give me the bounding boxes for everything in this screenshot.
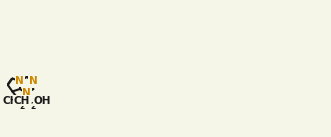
Text: CH: CH [14, 96, 30, 106]
Text: N: N [29, 76, 38, 86]
Text: N: N [22, 88, 31, 98]
Text: CH: CH [3, 96, 19, 106]
Text: N: N [16, 76, 24, 86]
Text: 2: 2 [19, 102, 24, 111]
Text: OH: OH [33, 96, 51, 106]
Text: 2: 2 [30, 102, 36, 111]
